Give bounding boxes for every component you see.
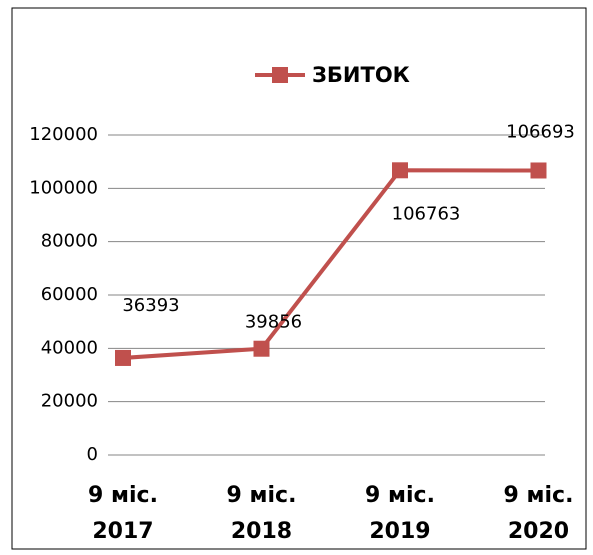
y-tick-label: 0 bbox=[87, 444, 98, 465]
y-tick-label: 120000 bbox=[29, 124, 98, 145]
data-label: 106763 bbox=[392, 203, 461, 224]
chart-border bbox=[11, 7, 587, 550]
y-tick-label: 80000 bbox=[41, 231, 98, 252]
y-tick-label: 100000 bbox=[29, 177, 98, 198]
data-label: 106693 bbox=[506, 121, 575, 142]
legend-marker bbox=[272, 67, 288, 83]
y-tick-label: 60000 bbox=[41, 284, 98, 305]
x-tick-label: 9 міс. 2017 bbox=[88, 483, 158, 544]
x-tick-label: 9 міс. 2018 bbox=[226, 483, 297, 544]
data-label: 39856 bbox=[245, 312, 302, 333]
line bbox=[122, 168, 539, 360]
legend-label: ЗБИТОК bbox=[312, 63, 410, 87]
marker bbox=[392, 162, 408, 179]
data-label: 36393 bbox=[122, 295, 179, 316]
y-tick-label: 40000 bbox=[41, 337, 98, 358]
marker bbox=[115, 349, 131, 366]
marker bbox=[253, 340, 270, 357]
x-tick-label: 9 міс. 2020 bbox=[503, 483, 574, 544]
y-tick-label: 20000 bbox=[41, 391, 98, 412]
x-tick-label: 9 міс. 2019 bbox=[365, 483, 435, 544]
marker bbox=[530, 162, 547, 179]
